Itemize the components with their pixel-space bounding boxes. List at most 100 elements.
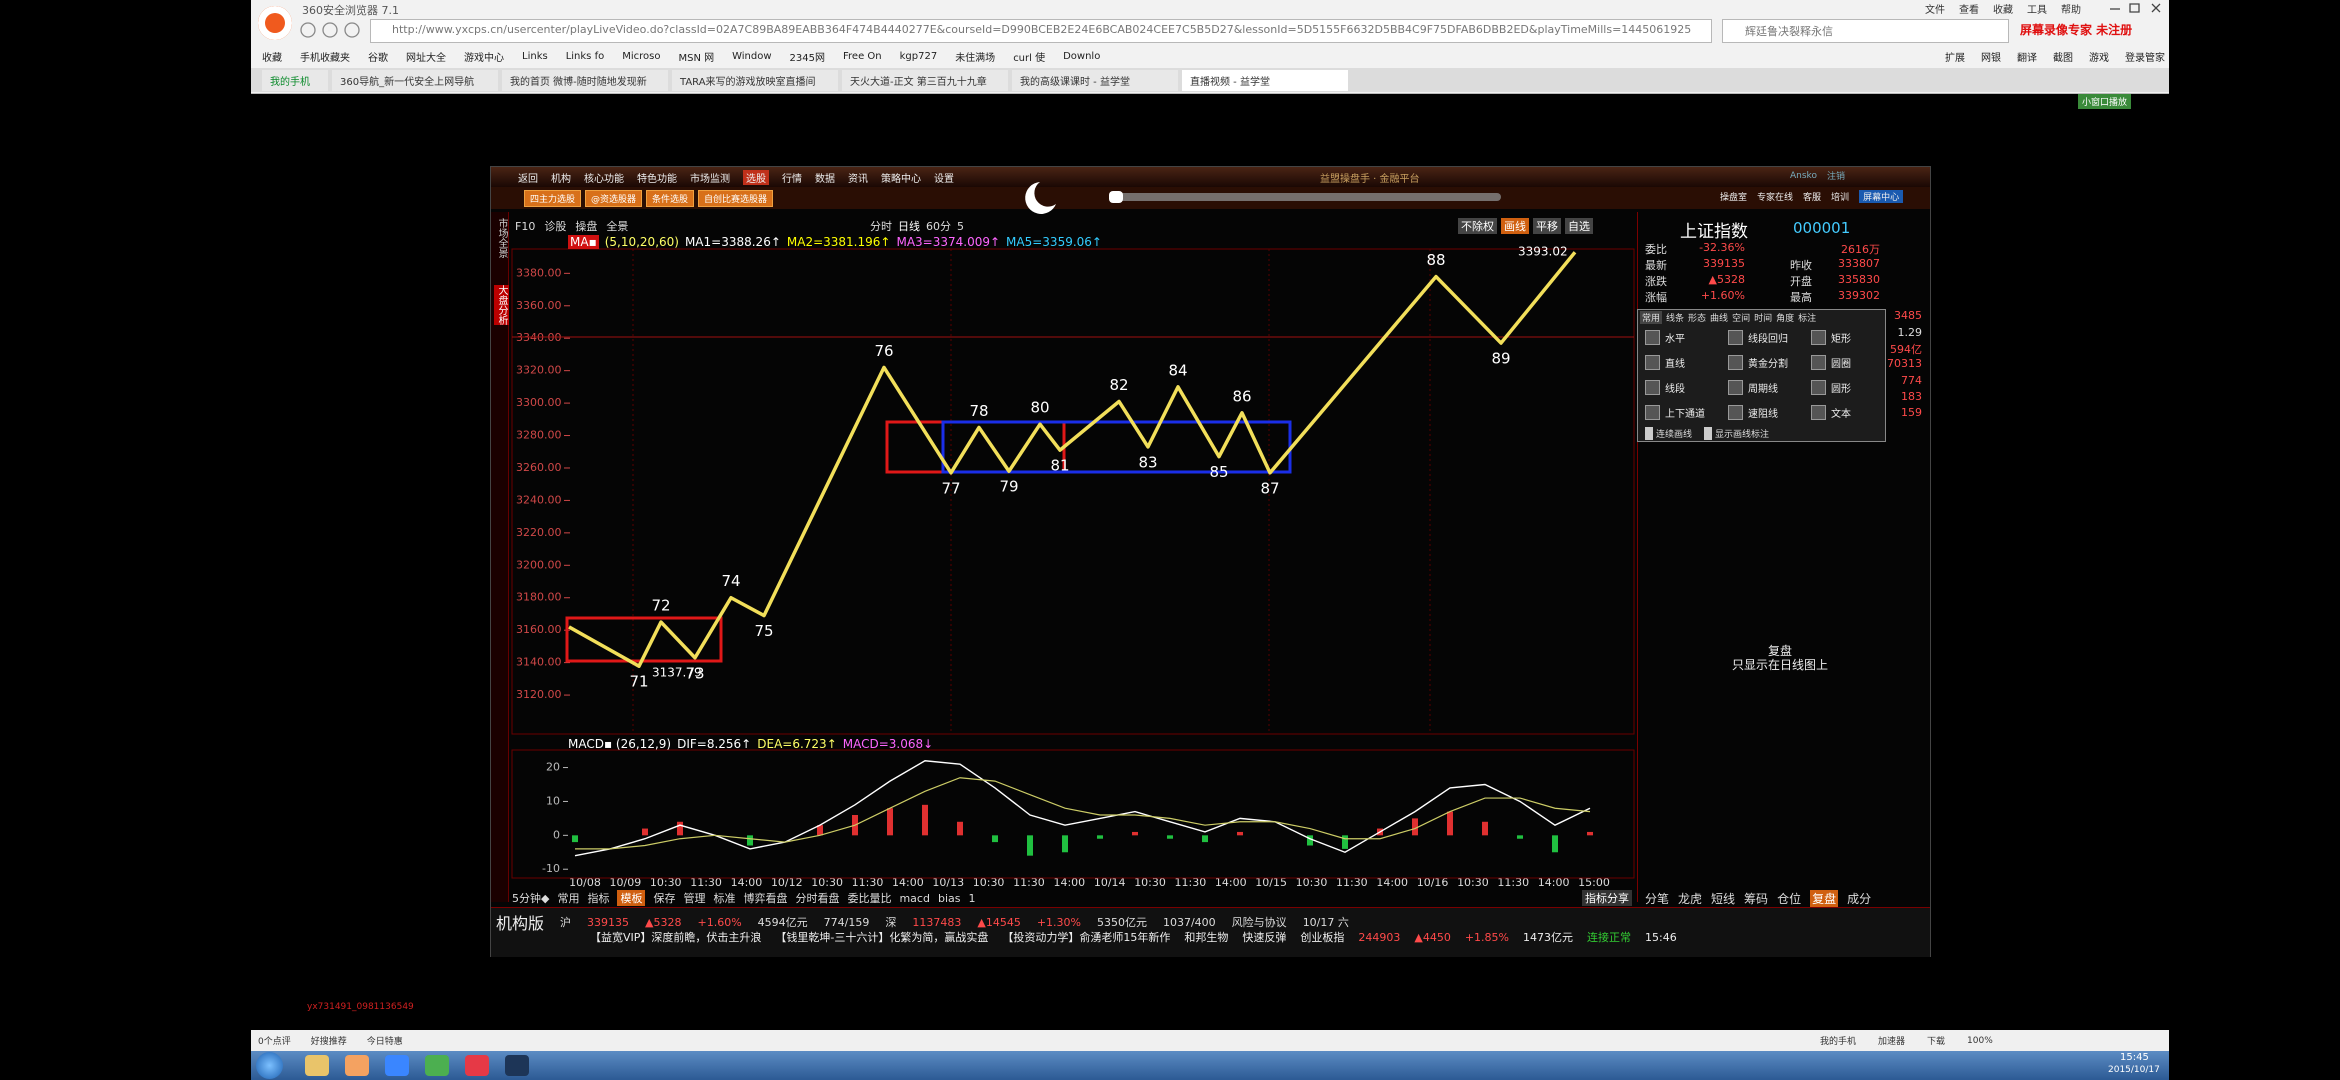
chart-tool[interactable]: F10 bbox=[515, 219, 536, 233]
bookmark[interactable]: 未住满场 bbox=[955, 53, 996, 64]
taskbar-icon[interactable] bbox=[385, 1055, 409, 1076]
bottom-tool[interactable]: 5分钟◆ bbox=[512, 892, 550, 905]
bottom-tool[interactable]: 模板 bbox=[617, 890, 646, 906]
bookmark[interactable]: Window bbox=[732, 51, 772, 62]
right-menu-item[interactable]: 客服 bbox=[1803, 193, 1822, 203]
app-menu-item[interactable]: 特色功能 bbox=[637, 174, 677, 185]
news-item[interactable]: 1473亿元 bbox=[1523, 931, 1574, 944]
right-menu-item[interactable]: 操盘室 bbox=[1720, 193, 1748, 203]
bookmark[interactable]: 2345网 bbox=[789, 53, 825, 64]
bookmark[interactable]: kgp727 bbox=[899, 51, 938, 62]
draw-tab[interactable]: 线条 bbox=[1666, 314, 1685, 324]
bookmark[interactable]: Microso bbox=[622, 51, 661, 62]
draw-tab[interactable]: 形态 bbox=[1688, 314, 1707, 324]
app-menu-item[interactable]: 选股 bbox=[743, 170, 769, 185]
news-item[interactable]: 【钱里乾坤-三十六计】化繁为简，赢战实盘 bbox=[775, 931, 989, 944]
status-item[interactable]: 下载 bbox=[1927, 1037, 1946, 1047]
bookmark[interactable]: Links fo bbox=[565, 51, 605, 62]
draw-option[interactable]: 连续画线 bbox=[1645, 427, 1692, 440]
panel-tab[interactable]: 龙虎 bbox=[1678, 892, 1703, 906]
toolbar-item[interactable]: 网银 bbox=[1981, 53, 2001, 64]
bottom-tool[interactable]: 分时看盘 bbox=[795, 892, 840, 905]
tab[interactable]: 360导航_新一代安全上网导航 bbox=[332, 70, 498, 91]
bottom-tool[interactable]: 指标 bbox=[587, 892, 610, 905]
chart-tool[interactable]: 诊股 bbox=[544, 220, 567, 233]
tab[interactable]: 天火大道-正文 第三百九十九章 bbox=[842, 70, 1008, 91]
draw-tool[interactable]: 速阻线 bbox=[1748, 409, 1778, 420]
app-menu-item[interactable]: 数据 bbox=[815, 174, 835, 185]
menu-item[interactable]: 查看 bbox=[1959, 5, 1979, 16]
bottom-tool[interactable]: macd bbox=[899, 891, 930, 905]
chart-option[interactable]: 平移 bbox=[1533, 218, 1561, 234]
taskbar-icon[interactable] bbox=[305, 1055, 329, 1076]
status-item[interactable]: 我的手机 bbox=[1820, 1037, 1857, 1047]
tab[interactable]: 我的高级课课时 - 益学堂 bbox=[1012, 70, 1178, 91]
bottom-tool[interactable]: 博弈看盘 bbox=[743, 892, 788, 905]
side-tab[interactable]: 大盘分析 bbox=[494, 285, 509, 325]
taskbar-icon[interactable] bbox=[425, 1055, 449, 1076]
right-menu-item[interactable]: 专家在线 bbox=[1757, 193, 1794, 203]
bottom-tool[interactable]: 委比量比 bbox=[847, 892, 892, 905]
bookmark[interactable]: Downlo bbox=[1063, 51, 1101, 62]
draw-tab[interactable]: 空间 bbox=[1732, 314, 1751, 324]
app-menu-item[interactable]: 设置 bbox=[934, 174, 954, 185]
draw-tab[interactable]: 角度 bbox=[1776, 314, 1795, 324]
address-url[interactable]: http://www.yxcps.cn/usercenter/playLiveV… bbox=[392, 23, 1692, 36]
side-tab[interactable]: 市场全景 bbox=[496, 218, 507, 258]
news-item[interactable]: 【益宽VIP】深度前瞻，伏击主升浪 bbox=[590, 931, 762, 944]
news-item[interactable]: 快速反弹 bbox=[1242, 931, 1287, 944]
news-item[interactable]: ▲4450 bbox=[1414, 930, 1451, 944]
draw-tool[interactable]: 矩形 bbox=[1831, 334, 1851, 345]
app-menu-item[interactable]: 机构 bbox=[551, 174, 571, 185]
tab[interactable]: 直播视频 - 益学堂 bbox=[1182, 70, 1348, 91]
news-item[interactable]: 【投资动力学】俞湧老师15年新作 bbox=[1002, 931, 1171, 944]
bottom-tool[interactable]: bias bbox=[937, 891, 961, 905]
bookmark[interactable]: 谷歌 bbox=[368, 53, 388, 64]
draw-tab[interactable]: 标注 bbox=[1798, 314, 1817, 324]
status-item[interactable]: 今日特惠 bbox=[366, 1037, 403, 1047]
menu-item[interactable]: 文件 bbox=[1925, 5, 1945, 16]
bookmark[interactable]: Links bbox=[522, 51, 548, 62]
bottom-tool[interactable]: 管理 bbox=[683, 892, 706, 905]
draw-tool[interactable]: 文本 bbox=[1831, 409, 1851, 420]
panel-tab[interactable]: 分笔 bbox=[1645, 892, 1670, 906]
news-item[interactable]: 244903 bbox=[1358, 930, 1401, 944]
bookmark[interactable]: 收藏 bbox=[262, 53, 282, 64]
search-box[interactable] bbox=[1722, 19, 2009, 43]
share-button[interactable]: 指标分享 bbox=[1582, 890, 1632, 906]
bottom-tool[interactable]: 保存 bbox=[653, 892, 676, 905]
period[interactable]: 5 bbox=[957, 219, 964, 233]
draw-tool[interactable]: 直线 bbox=[1665, 359, 1685, 370]
app-menu-item[interactable]: 策略中心 bbox=[881, 174, 921, 185]
bookmark[interactable]: Free On bbox=[843, 51, 882, 62]
panel-tab[interactable]: 复盘 bbox=[1810, 890, 1839, 907]
draw-tool[interactable]: 水平 bbox=[1665, 334, 1685, 345]
draw-tool[interactable]: 黄金分割 bbox=[1748, 359, 1788, 370]
bookmark[interactable]: MSN 网 bbox=[678, 53, 715, 64]
period[interactable]: 分时 bbox=[870, 220, 892, 233]
menu-item[interactable]: 工具 bbox=[2027, 5, 2047, 16]
chart-tool[interactable]: 全景 bbox=[606, 220, 629, 233]
app-menu-item[interactable]: 市场监测 bbox=[690, 174, 730, 185]
start-button[interactable] bbox=[256, 1052, 283, 1079]
panel-tab[interactable]: 筹码 bbox=[1744, 892, 1769, 906]
news-item[interactable]: 连接正常 bbox=[1587, 931, 1632, 944]
bottom-tool[interactable]: 常用 bbox=[557, 892, 580, 905]
tab[interactable]: 我的手机 bbox=[262, 70, 328, 91]
news-item[interactable]: 和邦生物 bbox=[1184, 931, 1229, 944]
right-menu-item[interactable]: 屏幕中心 bbox=[1859, 190, 1904, 203]
user-link[interactable]: Ansko bbox=[1790, 170, 1817, 181]
bottom-tool[interactable]: 1 bbox=[968, 891, 976, 905]
chart-tool[interactable]: 操盘 bbox=[575, 220, 598, 233]
news-item[interactable]: 创业板指 bbox=[1300, 931, 1345, 944]
draw-tool[interactable]: 上下通道 bbox=[1665, 409, 1705, 420]
draw-tool[interactable]: 圆圈 bbox=[1831, 359, 1851, 370]
draw-tool[interactable]: 圆形 bbox=[1831, 384, 1851, 395]
tool-button[interactable]: 条件选股 bbox=[646, 190, 695, 207]
period[interactable]: 60分 bbox=[926, 220, 951, 233]
draw-tool[interactable]: 周期线 bbox=[1748, 384, 1778, 395]
chart-option[interactable]: 不除权 bbox=[1458, 218, 1497, 234]
toolbar-item[interactable]: 扩展 bbox=[1945, 53, 1965, 64]
tool-button[interactable]: 自创比赛选股器 bbox=[698, 190, 774, 207]
bottom-tool[interactable]: 标准 bbox=[713, 892, 736, 905]
